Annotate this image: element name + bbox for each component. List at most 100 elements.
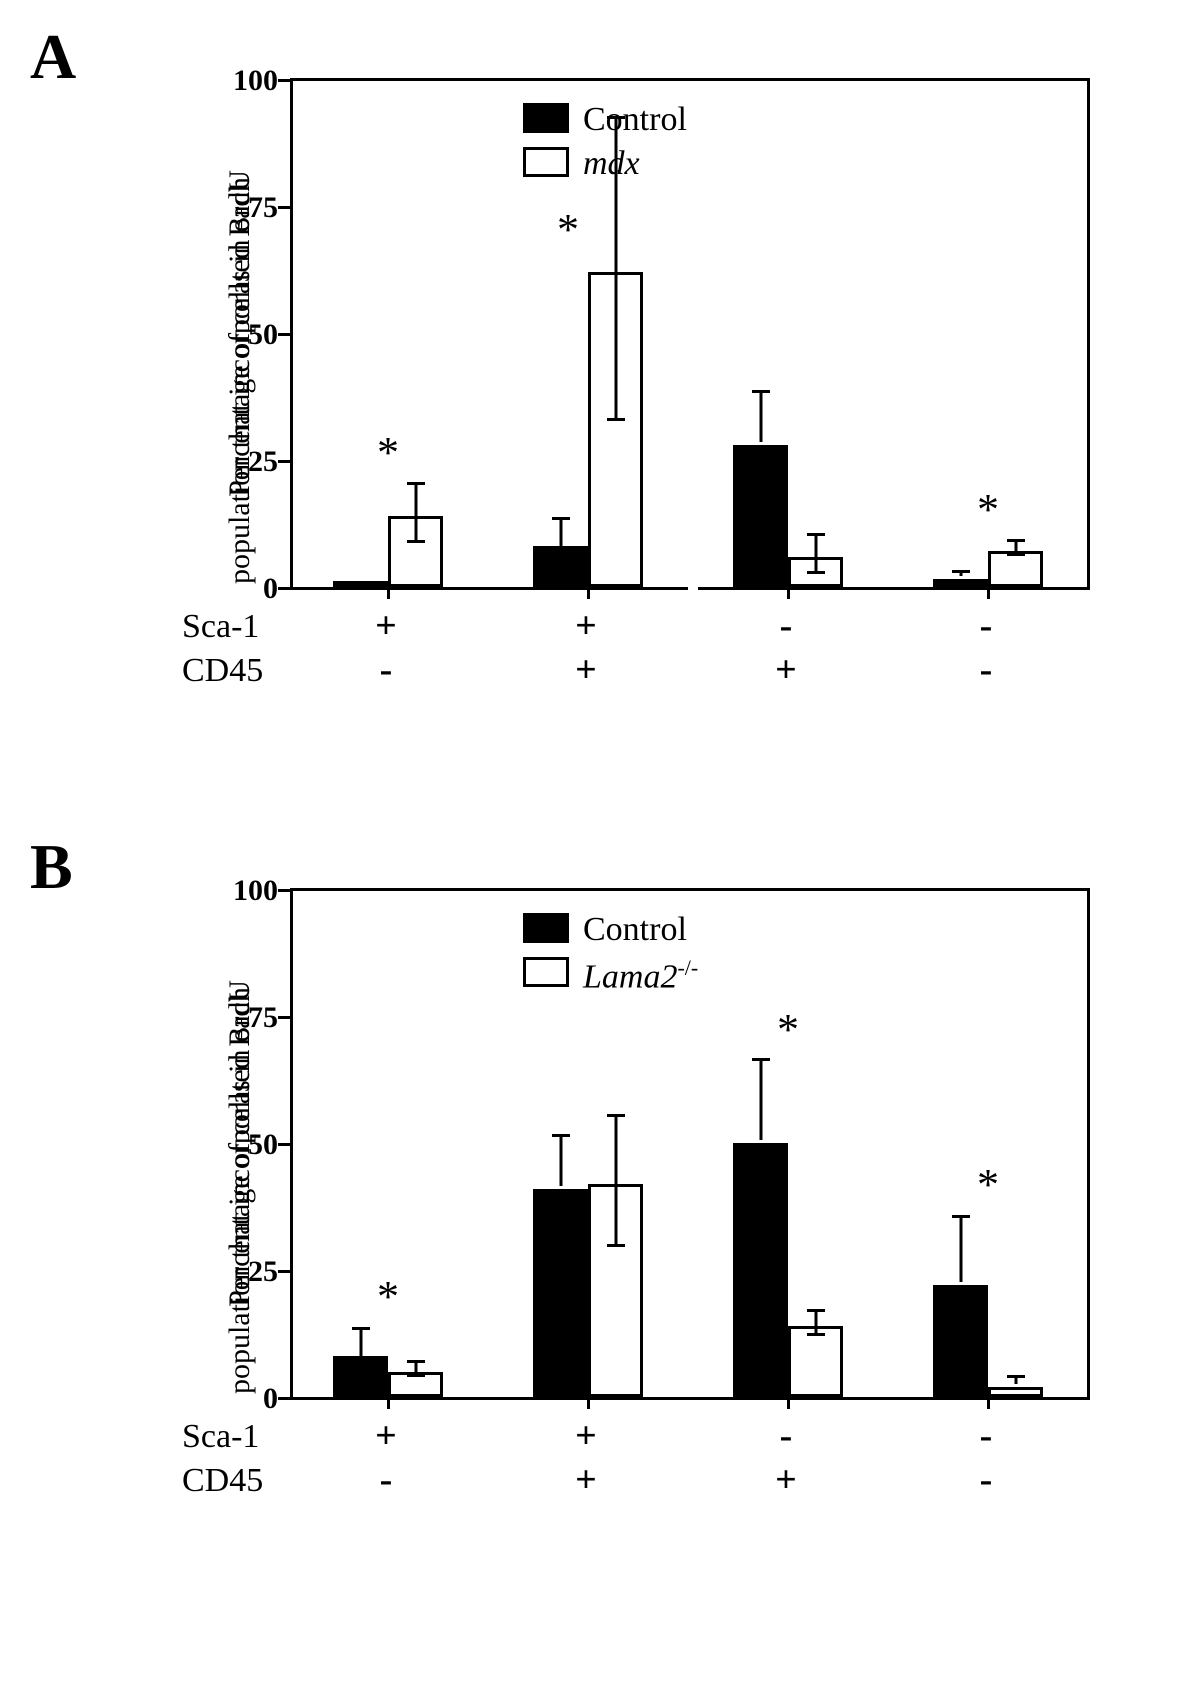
errorbar	[759, 391, 762, 442]
legend-label-control: Control	[583, 911, 687, 949]
errorcap	[807, 533, 825, 536]
legend-treat-prefix: Lama2	[583, 958, 677, 995]
xrow-sca1-label: Sca-1	[182, 608, 259, 646]
errorcap	[552, 517, 570, 520]
xtick-mark	[987, 1397, 990, 1409]
xcat-B-4-cd45: -	[966, 1458, 1006, 1502]
ytick-B-100: 100	[218, 874, 278, 908]
ytick-mark	[278, 587, 290, 590]
bar-B-g3-control	[733, 1143, 788, 1397]
ytick-mark	[278, 1270, 290, 1273]
xtick-mark	[387, 587, 390, 599]
xcat-B-3-cd45: +	[766, 1458, 806, 1502]
errorbar	[959, 1216, 962, 1282]
legend-B: Control Lama2-/-	[523, 909, 843, 999]
errorbar	[614, 269, 617, 421]
sig-star: *	[548, 208, 588, 252]
bar-A-g3-treat	[788, 557, 843, 587]
bar-A-g3-control	[733, 445, 788, 587]
sig-star: *	[968, 488, 1008, 532]
xtick-mark	[987, 587, 990, 599]
errorbar	[359, 1328, 362, 1353]
xcat-B-4-sca1: -	[966, 1414, 1006, 1458]
ytick-B-25: 25	[218, 1255, 278, 1289]
errorcap	[752, 390, 770, 393]
errorcap	[407, 540, 425, 543]
xcat-B-1-sca1: +	[366, 1414, 406, 1458]
errorcap	[952, 1215, 970, 1218]
xcat-A-1-sca1: +	[366, 604, 406, 648]
errorcap	[552, 1134, 570, 1137]
xtick-mark	[787, 587, 790, 599]
errorbar	[414, 513, 417, 543]
xrow-cd45-label: CD45	[182, 1462, 263, 1500]
ytick-A-100: 100	[218, 64, 278, 98]
bar-A-g4-treat	[988, 551, 1043, 587]
bar-A-g1-control	[333, 581, 388, 587]
ytick-B-75: 75	[218, 1001, 278, 1035]
errorcap	[607, 1244, 625, 1247]
ytick-mark	[278, 460, 290, 463]
bar-A-g4-control	[933, 579, 988, 587]
plot-B: * *	[290, 888, 1090, 1400]
xcat-A-2-cd45: +	[566, 648, 606, 692]
sig-star: *	[368, 431, 408, 475]
xcat-A-1-cd45: -	[366, 648, 406, 692]
panel-A: Percentage of cells in each population t…	[140, 60, 1140, 780]
errorbar	[559, 1135, 562, 1186]
xcat-A-4-cd45: -	[966, 648, 1006, 692]
legend-swatch-control	[523, 913, 569, 943]
errorcap	[1007, 553, 1025, 556]
legend-swatch-treat	[523, 957, 569, 987]
errorcap	[807, 571, 825, 574]
bar-B-g1-control	[333, 1356, 388, 1397]
ytick-A-75: 75	[218, 191, 278, 225]
ytick-mark	[278, 1143, 290, 1146]
legend-swatch-treat	[523, 147, 569, 177]
errorcap	[807, 1309, 825, 1312]
legend-swatch-control	[523, 103, 569, 133]
errorcap	[407, 482, 425, 485]
errorcap	[407, 1374, 425, 1377]
errorbar	[814, 534, 817, 554]
errorcap	[607, 418, 625, 421]
ytick-mark	[278, 889, 290, 892]
panel-label-B: B	[30, 830, 73, 904]
errorbar	[614, 1115, 617, 1181]
errorcap	[552, 565, 570, 568]
errorcap	[1007, 539, 1025, 542]
xcat-A-4-sca1: -	[966, 604, 1006, 648]
ytick-mark	[278, 1016, 290, 1019]
sig-star: *	[368, 1275, 408, 1319]
bar-B-g4-treat	[988, 1387, 1043, 1397]
errorcap	[952, 570, 970, 573]
bar-A-g2-treat	[588, 272, 643, 587]
ytick-mark	[278, 1397, 290, 1400]
panel-label-A: A	[30, 20, 76, 94]
ytick-A-50: 50	[218, 318, 278, 352]
panel-B: Percentage of cells in each population t…	[140, 870, 1140, 1590]
ytick-B-50: 50	[218, 1128, 278, 1162]
errorcap	[352, 1327, 370, 1330]
legend-label-treat: Lama2-/-	[583, 955, 698, 996]
bar-B-g4-control	[933, 1285, 988, 1397]
xrow-cd45-label: CD45	[182, 652, 263, 690]
legend-label-control: Control	[583, 101, 687, 139]
errorcap	[407, 1360, 425, 1363]
errorbar	[414, 483, 417, 513]
ytick-mark	[278, 333, 290, 336]
xtick-mark	[387, 1397, 390, 1409]
xtick-mark	[587, 587, 590, 599]
axis-break	[688, 584, 698, 590]
ytick-mark	[278, 206, 290, 209]
xtick-mark	[587, 1397, 590, 1409]
ytick-mark	[278, 79, 290, 82]
errorcap	[807, 1333, 825, 1336]
bar-B-g3-treat	[788, 1326, 843, 1397]
errorcap	[352, 1375, 370, 1378]
xcat-B-3-sca1: -	[766, 1414, 806, 1458]
bar-B-g2-treat	[588, 1184, 643, 1397]
sig-star: *	[768, 1008, 808, 1052]
xtick-mark	[787, 1397, 790, 1409]
errorcap	[607, 1114, 625, 1117]
